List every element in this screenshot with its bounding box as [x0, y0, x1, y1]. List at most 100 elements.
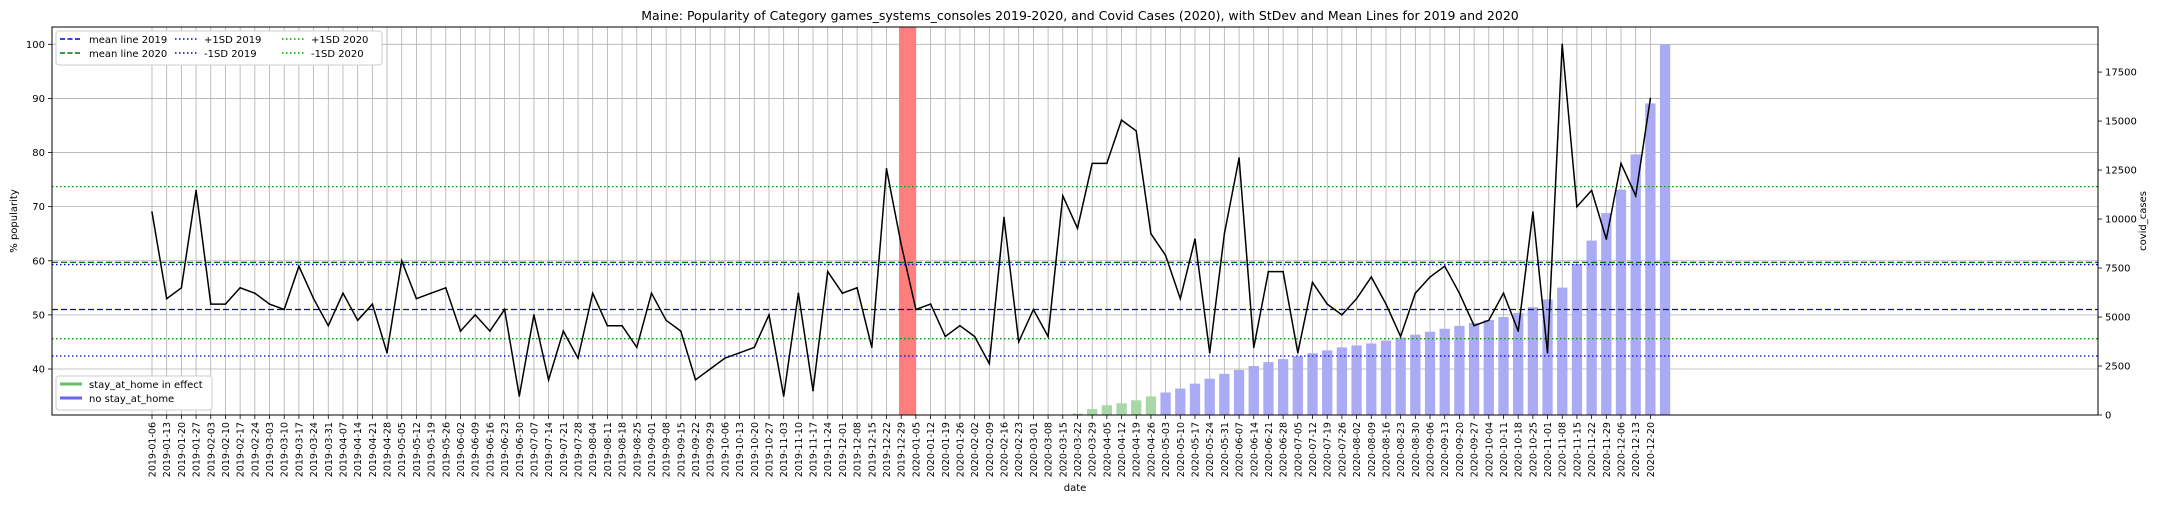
x-tick-label: 2020-03-29 — [1088, 422, 1099, 477]
x-tick-label: 2019-09-22 — [691, 422, 702, 477]
x-tick-label: 2019-11-03 — [779, 422, 790, 477]
x-tick-label: 2019-07-07 — [529, 422, 540, 477]
popularity-point — [1252, 346, 1255, 349]
x-tick-label: 2019-05-26 — [441, 422, 452, 477]
covid-bar — [1380, 340, 1392, 415]
y-tick-label: 90 — [32, 94, 45, 105]
x-tick-label: 2020-12-13 — [1631, 422, 1642, 477]
popularity-point — [959, 324, 961, 327]
popularity-point — [768, 314, 770, 316]
x-tick-label: 2019-12-22 — [882, 422, 893, 477]
x-tick-label: 2020-04-26 — [1146, 422, 1157, 477]
covid-bar — [1322, 350, 1333, 415]
x-tick-label: 2019-03-03 — [265, 422, 276, 477]
covid-bar — [1498, 317, 1509, 415]
x-tick-label: 2019-08-18 — [618, 422, 629, 477]
popularity-point — [1326, 303, 1328, 305]
x-tick-label: 2019-03-31 — [324, 422, 335, 477]
x-tick-label: 2019-06-23 — [500, 422, 511, 477]
popularity-point — [1620, 162, 1622, 165]
popularity-point — [1164, 254, 1167, 257]
popularity-point — [195, 189, 197, 192]
x-tick-label: 2019-12-29 — [897, 422, 908, 477]
popularity-point — [151, 211, 153, 213]
highlight-band — [899, 27, 917, 415]
covid-bar — [1292, 356, 1303, 415]
x-tick-label: 2019-08-11 — [603, 422, 614, 477]
x-tick-label: 2020-04-12 — [1117, 422, 1128, 477]
x-tick-label: 2019-04-21 — [368, 422, 379, 477]
y-axis-label: % popularity — [9, 189, 20, 253]
covid-bar — [1248, 366, 1259, 415]
popularity-point — [797, 292, 800, 295]
popularity-point — [856, 287, 858, 289]
x-tick-label: 2020-02-16 — [1000, 422, 1011, 477]
x-tick-label: 2019-02-10 — [221, 422, 232, 477]
legend-label: no stay_at_home — [89, 394, 174, 405]
popularity-point — [445, 287, 447, 289]
x-tick-label: 2019-11-24 — [823, 422, 834, 477]
popularity-point — [1502, 292, 1505, 295]
popularity-point — [1355, 297, 1358, 300]
covid-bar — [1175, 388, 1186, 415]
popularity-point — [503, 308, 506, 311]
legend-top-frame — [55, 30, 383, 66]
popularity-point — [430, 292, 432, 295]
y2-tick-label: 5000 — [2105, 313, 2130, 324]
covid-bar — [1336, 347, 1348, 415]
covid-bar — [1571, 264, 1583, 415]
x-tick-label: 2019-11-10 — [794, 422, 805, 477]
y2-axis-label: covid_cases — [2138, 191, 2149, 251]
grid-layer — [52, 27, 2098, 415]
x-tick-label: 2019-01-13 — [162, 422, 173, 477]
x-tick-label: 2019-05-19 — [427, 422, 438, 477]
covid-bar — [1307, 353, 1318, 415]
popularity-point — [1473, 324, 1475, 327]
popularity-point — [1443, 265, 1446, 267]
covid-bar — [1454, 325, 1465, 415]
popularity-point — [489, 330, 491, 332]
popularity-point — [209, 303, 212, 305]
x-tick-label: 2020-04-05 — [1102, 422, 1113, 477]
x-tick-label: 2019-06-02 — [456, 422, 467, 477]
covid-bar — [1483, 319, 1494, 415]
bars-layer — [1072, 44, 1671, 416]
x-tick-label: 2019-02-24 — [250, 422, 261, 477]
popularity-point — [753, 346, 756, 349]
covid-bar — [1219, 373, 1230, 415]
chart-title: Maine: Popularity of Category games_syst… — [641, 8, 1519, 23]
x-tick-label: 2020-02-09 — [985, 422, 996, 477]
popularity-point — [621, 324, 623, 327]
x-tick-label: 2020-12-06 — [1617, 422, 1628, 477]
x-tick-label: 2019-03-17 — [294, 422, 305, 477]
covid-bar — [1586, 240, 1597, 415]
popularity-point — [1370, 276, 1373, 278]
popularity-point — [547, 379, 550, 381]
covid-bar — [1615, 189, 1627, 415]
popularity-point — [356, 319, 359, 322]
covid-bar — [1233, 369, 1245, 415]
x-tick-label: 2019-08-04 — [588, 422, 599, 477]
covid-bar-stay-at-home — [1087, 409, 1098, 415]
legend-label: -1SD 2019 — [204, 49, 257, 60]
x-tick-label: 2019-12-01 — [838, 422, 849, 477]
covid-bar — [1439, 328, 1450, 415]
popularity-point — [180, 287, 183, 289]
legend-bottom: stay_at_home in effect no stay_at_home — [55, 375, 213, 411]
x-tick-label: 2019-04-07 — [338, 422, 349, 477]
x-tick-label: 2020-05-17 — [1190, 422, 1201, 477]
popularity-point — [1385, 303, 1387, 305]
y2-tick-label: 7500 — [2105, 264, 2130, 275]
covid-bar — [1204, 378, 1215, 415]
popularity-point — [1003, 216, 1005, 219]
covid-bar — [1160, 392, 1171, 415]
covid-bar — [1601, 213, 1612, 415]
y-tick-label: 50 — [32, 310, 45, 321]
x-tick-label: 2020-08-16 — [1381, 422, 1392, 477]
popularity-point — [1223, 232, 1226, 235]
popularity-point — [1487, 319, 1490, 322]
popularity-point — [459, 330, 462, 332]
reference-lines — [52, 27, 2098, 415]
